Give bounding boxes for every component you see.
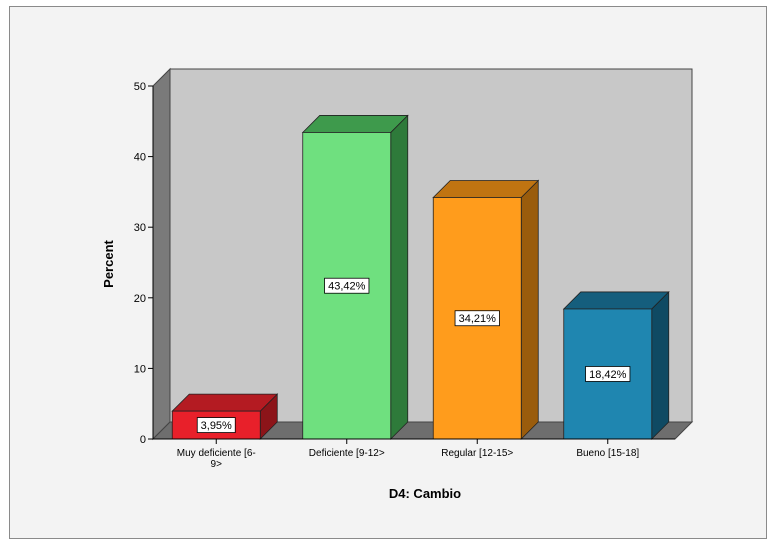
data-label: 43,42% bbox=[328, 281, 366, 293]
left-wall bbox=[152, 67, 171, 441]
y-tick-label: 0 bbox=[140, 434, 146, 446]
data-label-box bbox=[585, 366, 631, 382]
x-tick-label: Deficiente [9-12> bbox=[309, 448, 385, 459]
x-tick-label-line: Bueno [15-18] bbox=[576, 448, 639, 459]
x-axis-label: D4: Cambio bbox=[389, 486, 461, 501]
bar-side bbox=[390, 114, 409, 440]
y-tick-label: 50 bbox=[134, 81, 146, 93]
chart-frame: 0 10 20 30 40 50 3,95% 43,42% 34,21% 18,42% Muy … bbox=[9, 6, 767, 539]
x-tick-label: Bueno [15-18] bbox=[576, 448, 639, 459]
data-label-box bbox=[454, 310, 500, 327]
data-label-box bbox=[324, 277, 370, 294]
bar-top bbox=[432, 180, 540, 198]
x-tick-label-line: Regular [12-15> bbox=[441, 448, 513, 459]
bar-top bbox=[301, 115, 409, 133]
bar-group: 18,42% bbox=[562, 290, 670, 440]
bar-group: 43,42% bbox=[301, 114, 409, 440]
bar-top bbox=[562, 291, 670, 310]
y-tick-label: 40 bbox=[134, 152, 146, 164]
y-axis-label: Percent bbox=[101, 239, 116, 287]
y-axis: 0 10 20 30 40 50 bbox=[134, 81, 154, 446]
x-tick-label: Regular [12-15> bbox=[441, 448, 513, 459]
bar-group: 34,21% bbox=[432, 179, 540, 440]
y-tick-label: 10 bbox=[134, 363, 146, 375]
y-tick-label: 20 bbox=[134, 293, 146, 305]
y-tick-label: 30 bbox=[134, 222, 146, 234]
x-tick-label-line: Deficiente [9-12> bbox=[309, 448, 385, 459]
bar-top bbox=[171, 393, 279, 412]
x-tick-label-line: 9> bbox=[211, 459, 223, 470]
chart-svg: 0 10 20 30 40 50 3,95% 43,42% 34,21% 18,42% Muy … bbox=[101, 67, 694, 501]
x-tick-label-line: Muy deficiente [6- bbox=[177, 448, 256, 459]
data-label: 3,95% bbox=[201, 420, 232, 432]
bars: 3,95% 43,42% 34,21% 18,42% bbox=[171, 114, 670, 440]
data-label: 34,21% bbox=[459, 313, 497, 325]
data-label-box bbox=[196, 417, 236, 433]
bar-side bbox=[520, 179, 539, 440]
x-tick-label: Muy deficiente [6-9> bbox=[177, 448, 256, 470]
bar-side bbox=[651, 290, 670, 440]
bar-group: 3,95% bbox=[171, 393, 279, 440]
data-label: 18,42% bbox=[589, 369, 627, 381]
x-axis: Muy deficiente [6-9> Deficiente [9-12> Reg… bbox=[153, 438, 675, 470]
